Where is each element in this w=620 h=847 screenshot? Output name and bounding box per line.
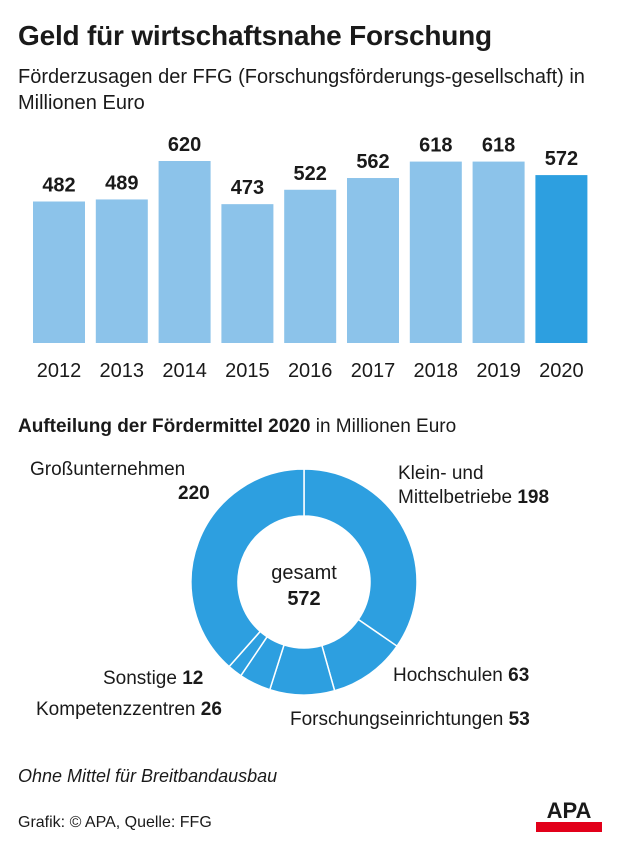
bar-value-2013: 489 (105, 172, 138, 194)
donut-title: Aufteilung der Fördermittel 2020 in Mill… (18, 416, 456, 438)
bar-value-2014: 620 (168, 134, 201, 156)
bar-category-2017: 2017 (351, 360, 396, 382)
chart-subtitle: Förderzusagen der FFG (Forschungsförderu… (18, 66, 585, 114)
label-hochschulen-value: 63 (508, 665, 530, 686)
bar-category-2018: 2018 (414, 360, 459, 382)
label-sonstige: Sonstige 12 (103, 667, 203, 691)
label-forschungseinrichtungen-value: 53 (508, 709, 530, 730)
bar-value-2016: 522 (294, 163, 327, 185)
bar-2013 (95, 199, 148, 343)
bar-2014 (158, 161, 211, 343)
apa-logo-text: APA (546, 798, 592, 823)
label-grossunternehmen: Großunternehmen 220 (30, 458, 210, 506)
label-kmu-line1: Klein- und (398, 463, 484, 484)
label-forschungseinrichtungen-name: Forschungseinrichtungen (290, 709, 504, 730)
bar-2017 (347, 178, 399, 343)
label-kompetenzzentren-value: 26 (200, 699, 222, 720)
label-hochschulen-name: Hochschulen (393, 665, 503, 686)
label-grossunternehmen-name: Großunternehmen (30, 459, 186, 480)
donut-center-total: 572 (287, 588, 321, 610)
donut-center-text: gesamt (271, 562, 337, 584)
donut-slice-1 (303, 468, 418, 648)
bar-value-2012: 482 (42, 175, 75, 197)
bar-value-2015: 473 (231, 177, 264, 199)
source-credit: Grafik: © APA, Quelle: FFG (18, 814, 212, 831)
bar-category-2019: 2019 (476, 360, 521, 382)
label-hochschulen: Hochschulen 63 (393, 664, 529, 688)
bar-value-2019: 618 (482, 135, 515, 157)
apa-logo-bar (536, 822, 602, 832)
bar-category-2016: 2016 (288, 360, 333, 382)
donut-title-bold: Aufteilung der Fördermittel 2020 (18, 416, 311, 437)
bar-category-2020: 2020 (539, 360, 584, 382)
bar-category-2015: 2015 (225, 360, 270, 382)
bar-2015 (221, 204, 274, 343)
bar-category-2014: 2014 (162, 360, 207, 382)
bar-category-2013: 2013 (100, 360, 145, 382)
apa-logo: APA (536, 798, 602, 832)
chart-title: Geld für wirtschaftsnahe Forschung (18, 20, 492, 51)
donut-chart (190, 468, 418, 696)
label-sonstige-name: Sonstige (103, 668, 177, 689)
footnote: Ohne Mittel für Breitbandausbau (18, 766, 278, 786)
label-kmu: Klein- und Mittelbetriebe 198 (398, 462, 549, 510)
bar-2018 (409, 161, 462, 343)
bar-value-2020: 572 (545, 148, 578, 170)
bar-2016 (284, 189, 337, 343)
label-grossunternehmen-value: 220 (178, 483, 210, 504)
donut-center-label: gesamt 572 (244, 560, 364, 612)
bar-value-2017: 562 (356, 151, 389, 173)
donut-slice-6 (190, 468, 305, 668)
label-kompetenzzentren-name: Kompetenzzentren (36, 699, 196, 720)
label-kompetenzzentren: Kompetenzzentren 26 (36, 698, 222, 722)
bar-value-2018: 618 (419, 135, 452, 157)
bar-2019 (472, 161, 525, 343)
label-kmu-value: 198 (517, 487, 550, 508)
bar-2020 (535, 175, 588, 343)
bar-chart: 482 2012 489 2013 620 2014 473 2015 522 2016 562 20… (33, 134, 588, 382)
donut-title-rest: in Millionen Euro (315, 416, 457, 437)
label-forschungseinrichtungen: Forschungseinrichtungen 53 (290, 708, 530, 732)
bar-2012 (33, 201, 85, 343)
label-sonstige-value: 12 (182, 668, 204, 689)
label-kmu-line2: Mittelbetriebe (398, 487, 513, 508)
bar-category-2012: 2012 (37, 360, 82, 382)
